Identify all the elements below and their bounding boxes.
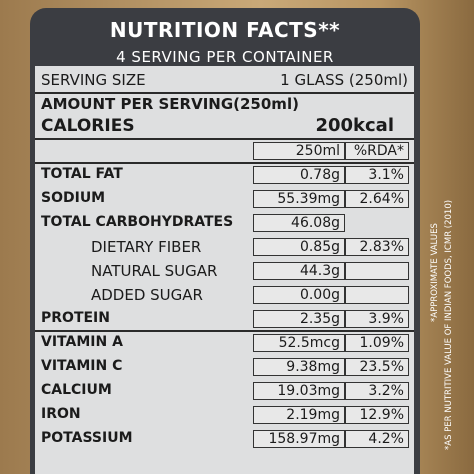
divider [35, 138, 414, 140]
nutrient-amount: 52.5mcg [253, 334, 345, 352]
nutrient-name: PROTEIN [41, 310, 110, 326]
nutrient-name: ADDED SUGAR [91, 286, 203, 304]
nutrient-amount: 46.08g [253, 214, 345, 232]
nutrient-rda [345, 286, 409, 304]
calories-value: 200kcal [315, 115, 394, 136]
nutrient-amount: 2.35g [253, 310, 345, 328]
footnote-approximate: *APPROXIMATE VALUES [430, 223, 440, 322]
nutrient-rda [345, 262, 409, 280]
nutrient-name: IRON [41, 406, 81, 422]
nutrient-rda: 23.5% [345, 358, 409, 376]
nutrient-name: POTASSIUM [41, 430, 133, 446]
nutrient-name: SODIUM [41, 190, 106, 206]
divider [35, 92, 414, 94]
nutrient-amount: 0.78g [253, 166, 345, 184]
nutrient-amount: 9.38mg [253, 358, 345, 376]
nutrient-name: TOTAL FAT [41, 166, 123, 182]
serving-size-value: 1 GLASS (250ml) [280, 71, 408, 89]
divider [35, 162, 414, 164]
nutrient-rda: 4.2% [345, 430, 409, 448]
nutrient-rda: 2.64% [345, 190, 409, 208]
servings-per-container: 4 SERVING PER CONTAINER [116, 48, 334, 66]
nutrient-rda: 3.2% [345, 382, 409, 400]
footnote-source: *AS PER NUTRITIVE VALUE OF INDIAN FOODS,… [444, 199, 454, 450]
nutrient-amount: 55.39mg [253, 190, 345, 208]
nutrient-name: CALCIUM [41, 382, 112, 398]
nutrient-rda: 3.1% [345, 166, 409, 184]
label-title: NUTRITION FACTS** [109, 18, 341, 42]
serving-size-label: SERVING SIZE [41, 71, 146, 89]
nutrient-name: VITAMIN A [41, 334, 123, 350]
nutrient-amount: 0.85g [253, 238, 345, 256]
column-header-rda: %RDA* [345, 142, 409, 160]
nutrient-amount: 0.00g [253, 286, 345, 304]
nutrient-amount: 44.3g [253, 262, 345, 280]
nutrient-rda: 3.9% [345, 310, 409, 328]
nutrient-rda: 1.09% [345, 334, 409, 352]
nutrient-amount: 19.03mg [253, 382, 345, 400]
amount-per-serving-label: AMOUNT PER SERVING(250ml) [41, 95, 299, 113]
nutrient-name: TOTAL CARBOHYDRATES [41, 214, 234, 230]
nutrient-name: DIETARY FIBER [91, 238, 202, 256]
divider [35, 330, 414, 332]
calories-label: CALORIES [41, 116, 135, 136]
nutrition-table: SERVING SIZE 1 GLASS (250ml) AMOUNT PER … [35, 66, 414, 474]
footnotes: *APPROXIMATE VALUES *AS PER NUTRITIVE VA… [428, 200, 472, 450]
nutrient-rda: 12.9% [345, 406, 409, 424]
nutrient-name: VITAMIN C [41, 358, 123, 374]
nutrient-rda: 2.83% [345, 238, 409, 256]
nutrient-amount: 2.19mg [253, 406, 345, 424]
nutrient-amount: 158.97mg [253, 430, 345, 448]
column-header-amount: 250ml [253, 142, 345, 160]
nutrient-name: NATURAL SUGAR [91, 262, 218, 280]
